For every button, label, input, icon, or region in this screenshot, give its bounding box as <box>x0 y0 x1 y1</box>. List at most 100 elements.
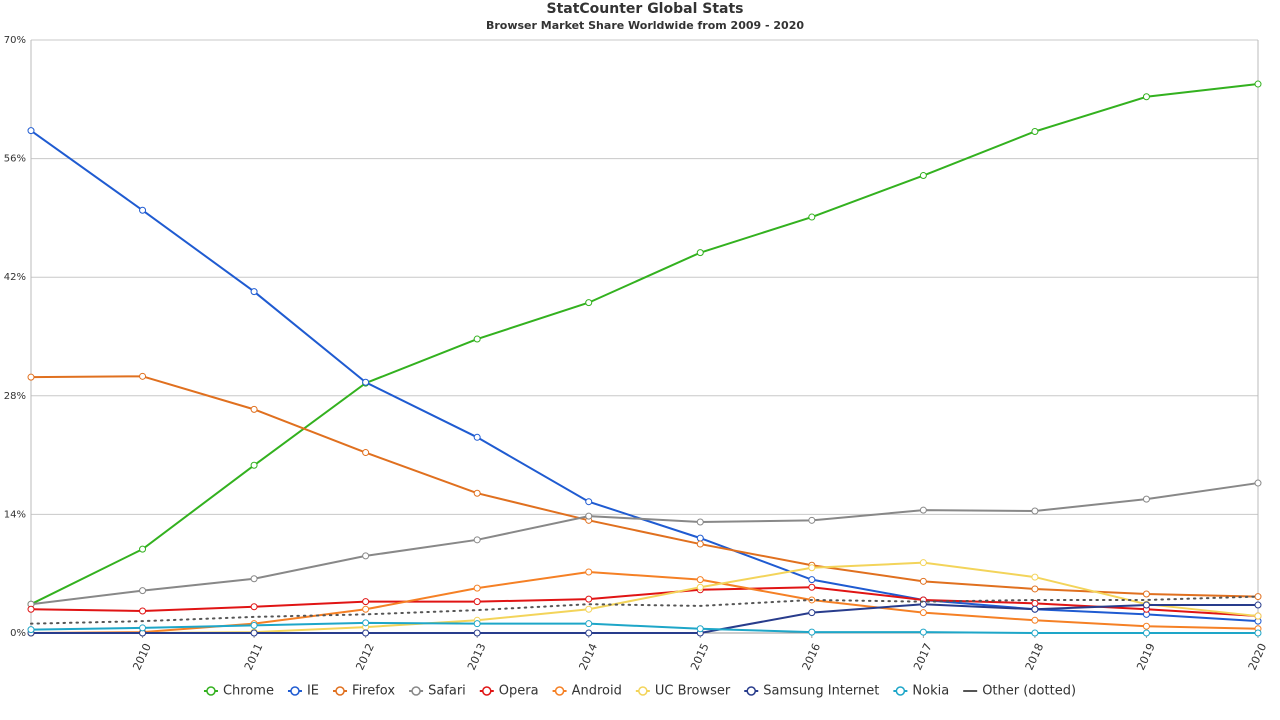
point <box>919 559 927 567</box>
point <box>919 628 927 636</box>
legend-label: Firefox <box>352 684 395 699</box>
point <box>808 609 816 617</box>
y-tick-label: 28% <box>4 391 26 402</box>
point <box>919 577 927 585</box>
point <box>362 552 370 560</box>
x-tick-label: 2011 <box>242 641 266 672</box>
point <box>1254 601 1262 609</box>
point <box>362 378 370 386</box>
point <box>139 206 147 214</box>
point <box>139 607 147 615</box>
point <box>473 536 481 544</box>
legend-marker <box>206 686 216 696</box>
chart-subtitle: Browser Market Share Worldwide from 2009… <box>486 19 804 32</box>
y-tick-label: 42% <box>4 272 26 283</box>
x-tick-label: 2013 <box>465 641 489 672</box>
point <box>696 518 704 526</box>
point <box>473 335 481 343</box>
point <box>473 620 481 628</box>
x-tick-label: 2016 <box>800 641 824 672</box>
point <box>808 213 816 221</box>
point <box>585 299 593 307</box>
point <box>1254 593 1262 601</box>
legend-marker <box>290 686 300 696</box>
legend-label: UC Browser <box>655 684 731 699</box>
point <box>362 605 370 613</box>
x-tick-label: 2015 <box>688 641 712 672</box>
y-tick-label: 14% <box>4 509 26 520</box>
series-line <box>30 571 1259 634</box>
point <box>250 288 258 296</box>
point <box>27 373 35 381</box>
x-tick-label: 2017 <box>911 641 935 672</box>
point <box>585 512 593 520</box>
point <box>1142 622 1150 630</box>
legend-marker <box>411 686 421 696</box>
point <box>27 626 35 634</box>
y-tick-label: 0% <box>10 628 26 639</box>
point <box>473 629 481 637</box>
point <box>585 595 593 603</box>
series-line <box>31 603 1258 634</box>
point <box>27 127 35 135</box>
point <box>585 605 593 613</box>
series-line <box>30 586 1259 618</box>
point <box>473 598 481 606</box>
point <box>362 629 370 637</box>
point <box>808 583 816 591</box>
point <box>473 489 481 497</box>
point <box>585 620 593 628</box>
point <box>585 498 593 506</box>
legend-label: Samsung Internet <box>763 684 879 699</box>
x-tick-label: 2019 <box>1134 641 1158 672</box>
point <box>1031 573 1039 581</box>
point <box>1254 629 1262 637</box>
point <box>585 629 593 637</box>
legend-label: Android <box>572 684 622 699</box>
point <box>1142 93 1150 101</box>
point <box>1031 599 1039 607</box>
point <box>250 621 258 629</box>
point <box>1142 629 1150 637</box>
y-tick-label: 56% <box>4 154 26 165</box>
series-line <box>30 621 1258 634</box>
x-tick-label: 2020 <box>1246 641 1270 672</box>
point <box>696 249 704 257</box>
point <box>139 624 147 632</box>
x-tick-label: 2014 <box>576 641 600 672</box>
legend-label: Chrome <box>223 684 274 699</box>
legend-label: Opera <box>499 684 539 699</box>
legend-label: Safari <box>428 684 466 699</box>
chart-title: StatCounter Global Stats <box>546 1 743 17</box>
legend-label: IE <box>307 684 319 699</box>
x-tick-label: 2010 <box>130 641 154 672</box>
point <box>1031 616 1039 624</box>
point <box>139 545 147 553</box>
point <box>585 568 593 576</box>
series-line <box>30 129 1259 623</box>
point <box>1031 507 1039 515</box>
point <box>808 564 816 572</box>
point <box>1254 612 1262 620</box>
point <box>473 584 481 592</box>
point <box>139 372 147 380</box>
legend-marker <box>482 686 492 696</box>
point <box>1254 80 1262 88</box>
legend-marker <box>554 686 565 696</box>
series-line <box>30 375 1259 598</box>
point <box>1142 590 1150 598</box>
point <box>250 629 258 637</box>
point <box>808 516 816 524</box>
point <box>1254 479 1262 487</box>
point <box>250 461 258 469</box>
legend-marker <box>335 686 345 696</box>
legend-marker <box>895 686 906 696</box>
point <box>362 449 370 457</box>
point <box>696 534 704 542</box>
point <box>1031 605 1039 613</box>
series-line <box>30 83 1259 606</box>
point <box>250 575 258 583</box>
point <box>696 540 704 548</box>
point <box>919 506 927 514</box>
